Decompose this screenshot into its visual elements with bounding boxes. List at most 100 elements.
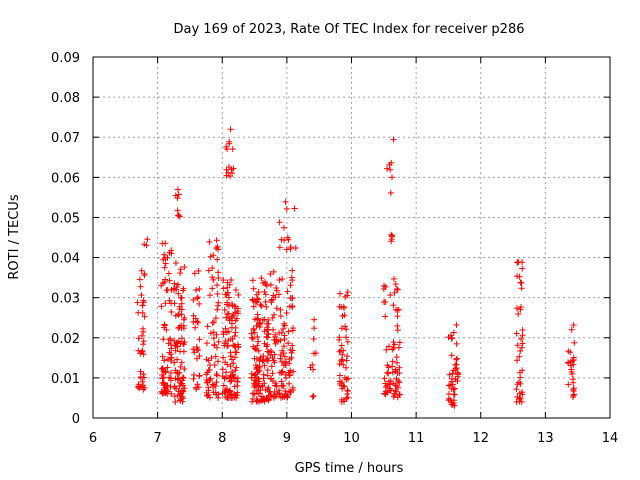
data-point [311, 350, 318, 357]
data-point [384, 369, 391, 376]
data-point [196, 286, 203, 293]
data-point [141, 374, 148, 381]
data-point [396, 379, 403, 386]
data-point [196, 353, 203, 360]
data-point [221, 306, 228, 313]
data-point [282, 362, 289, 369]
data-point [227, 126, 234, 133]
data-point [393, 388, 400, 395]
data-point [177, 348, 184, 355]
data-point [394, 359, 401, 366]
data-point [136, 384, 143, 391]
data-point [255, 289, 262, 296]
data-point [445, 334, 452, 341]
y-tick-label: 0.09 [51, 51, 80, 66]
data-point [144, 236, 151, 243]
data-point [168, 390, 175, 397]
data-point [286, 360, 293, 367]
data-point [339, 385, 346, 392]
data-point [171, 393, 178, 400]
data-point [256, 323, 263, 330]
data-point [289, 347, 296, 354]
data-point [445, 382, 452, 389]
data-point [177, 396, 184, 403]
data-point [449, 381, 456, 388]
data-point [164, 383, 171, 390]
data-point [453, 321, 460, 328]
data-point [203, 340, 210, 347]
data-point [195, 319, 202, 326]
data-point [161, 251, 168, 258]
data-point [166, 277, 173, 284]
data-point [213, 245, 220, 252]
data-point [162, 300, 169, 307]
data-point [289, 327, 296, 334]
data-point [163, 287, 170, 294]
data-point [140, 299, 147, 306]
data-point [229, 145, 236, 152]
data-point [384, 362, 391, 369]
data-point [391, 289, 398, 296]
data-point [180, 375, 187, 382]
data-point [450, 367, 457, 374]
data-point [224, 284, 231, 291]
data-point [448, 401, 455, 408]
data-point [253, 374, 260, 381]
data-point [222, 325, 229, 332]
data-point [395, 306, 402, 313]
data-point [268, 297, 275, 304]
data-point [224, 301, 231, 308]
data-point [224, 394, 231, 401]
data-point [390, 275, 397, 282]
data-point [213, 237, 220, 244]
data-point [339, 356, 346, 363]
data-point [257, 354, 264, 361]
data-point [264, 348, 271, 355]
data-point [280, 350, 287, 357]
data-point [167, 369, 174, 376]
data-point [288, 354, 295, 361]
data-point [452, 376, 459, 383]
data-point [257, 301, 264, 308]
data-point [136, 276, 143, 283]
data-point [280, 325, 287, 332]
data-point [190, 296, 197, 303]
data-points [134, 126, 578, 409]
data-point [514, 357, 521, 364]
data-point [309, 393, 316, 400]
y-tick-label: 0.06 [51, 171, 80, 186]
data-point [205, 357, 212, 364]
data-point [161, 324, 168, 331]
data-point [343, 326, 350, 333]
data-point [569, 357, 576, 364]
data-point [518, 389, 525, 396]
data-point [448, 378, 455, 385]
data-point [223, 314, 230, 321]
data-point [338, 304, 345, 311]
data-point [336, 336, 343, 343]
data-point [168, 250, 175, 257]
data-point [249, 335, 256, 342]
data-point [227, 353, 234, 360]
data-point [452, 361, 459, 368]
data-point [137, 283, 144, 290]
data-point [210, 329, 217, 336]
data-point [181, 365, 188, 372]
data-point [235, 344, 242, 351]
data-point [138, 267, 145, 274]
data-point [214, 302, 221, 309]
data-point [215, 358, 222, 365]
y-tick-label: 0.07 [51, 131, 80, 146]
data-point [514, 342, 521, 349]
data-point [135, 347, 142, 354]
data-point [181, 385, 188, 392]
data-point [179, 374, 186, 381]
data-point [337, 290, 344, 297]
data-point [137, 368, 144, 375]
data-point [394, 394, 401, 401]
data-point [345, 375, 352, 382]
data-point [343, 376, 350, 383]
data-point [261, 316, 268, 323]
data-point [340, 361, 347, 368]
data-point [196, 372, 203, 379]
